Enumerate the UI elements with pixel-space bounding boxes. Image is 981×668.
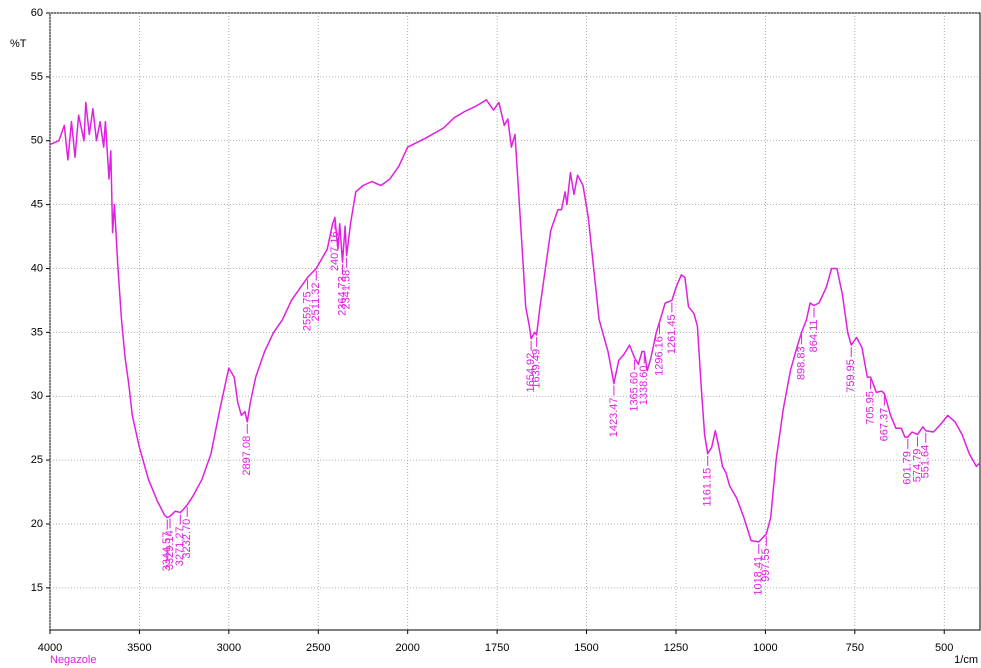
peak-label: 574.79 [911,449,923,483]
spectrum-line [49,99,981,543]
y-tick-label: 35 [31,326,43,338]
peak-label: 2511.32 [310,283,322,322]
x-tick-label: 2500 [306,642,330,654]
x-tick-label: 3500 [127,642,151,654]
peak-label: 759.95 [845,359,857,393]
peak-label: 2341.58 [341,270,353,310]
x-tick-label: 2000 [395,642,419,654]
x-tick-label: 1250 [664,642,688,654]
peak-label: 898.83 [796,346,808,380]
x-tick-label: 1500 [574,642,598,654]
peak-label: 2897.08 [241,436,253,476]
peak-label: 1654.92 [525,353,537,393]
sample-name: Negazole [50,654,96,666]
y-tick-label: 15 [31,582,43,594]
peak-label: 1423.47 [608,398,620,438]
y-tick-label: 45 [31,199,43,211]
x-tick-label: 3000 [217,642,241,654]
x-axis-label: 1/cm [954,654,978,666]
peak-label: 3232.70 [181,519,193,559]
peak-label: 1338.60 [638,366,650,406]
x-tick-label: 1000 [753,642,777,654]
peak-label: 1161.15 [702,468,714,507]
y-tick-label: 20 [31,518,43,530]
peak-label: 1639.49 [531,349,543,389]
y-axis-label: %T [10,38,27,50]
peak-label: 1365.60 [629,372,641,412]
peak-label: 3344.57 [161,532,173,572]
y-tick-label: 25 [31,454,43,466]
x-tick-label: 1750 [485,642,509,654]
peak-label: 1296.16 [653,336,665,376]
peak-label: 997.55 [760,548,772,582]
y-tick-label: 40 [31,262,43,274]
peak-label: 1018.41 [753,556,765,596]
x-tick-label: 4000 [38,642,62,654]
peak-label: 864.11 [808,320,820,353]
y-tick-label: 60 [31,7,43,19]
peak-label: 2364.73 [336,276,348,316]
peak-label: 1261.45 [666,314,678,354]
peak-label: 551.64 [920,445,932,479]
peak-label: 2407.16 [329,231,341,271]
y-tick-label: 55 [31,71,43,83]
x-tick-label: 750 [846,642,864,654]
peak-label: 667.37 [878,408,890,442]
peak-label: 3271.27 [174,527,186,567]
y-tick-label: 30 [31,390,43,402]
peak-label: 705.95 [865,391,877,425]
peak-label: 3329.14 [164,530,176,570]
y-tick-label: 50 [31,135,43,147]
x-tick-label: 500 [935,642,953,654]
peak-label: 2559.75 [302,291,314,331]
peak-label: 601.79 [902,451,914,485]
